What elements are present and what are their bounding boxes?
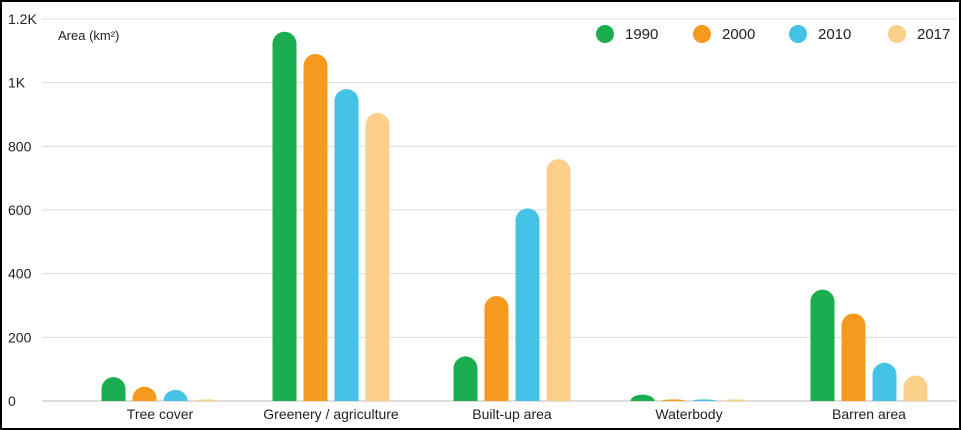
y-axis-title: Area (km²) (58, 28, 119, 43)
x-category-label-1: Greenery / agriculture (263, 406, 399, 422)
bar-3-1990 (630, 394, 655, 401)
legend-label-2010: 2010 (818, 26, 851, 43)
bars (101, 31, 928, 401)
bar-1-1990 (272, 31, 297, 401)
y-tick-label-0: 0 (8, 393, 16, 409)
bar-4-2017 (903, 375, 928, 401)
legend-swatch-2017 (888, 25, 906, 43)
legend-swatch-2000 (693, 25, 711, 43)
y-tick-label-4: 800 (8, 138, 32, 154)
gridlines (42, 18, 957, 402)
bar-2-2017 (546, 159, 571, 401)
bar-0-1990 (101, 377, 126, 401)
y-axis-ticks: 0 200 400 600 800 1K 1.2K (8, 11, 37, 409)
legend-swatch-1990 (596, 25, 614, 43)
y-tick-label-1: 200 (8, 329, 32, 345)
legend-label-2000: 2000 (722, 26, 755, 43)
y-tick-label-5: 1K (8, 75, 26, 91)
bar-3-2010 (692, 399, 717, 401)
bar-0-2017 (194, 399, 219, 401)
x-axis-categories: Tree cover Greenery / agriculture Built-up… (127, 406, 906, 422)
bar-2-2010 (515, 208, 540, 401)
x-category-label-0: Tree cover (127, 406, 194, 422)
legend: 1990 2000 2010 2017 (596, 25, 950, 43)
x-category-label-2: Built-up area (472, 406, 552, 422)
y-tick-label-3: 600 (8, 202, 32, 218)
bar-1-2000 (303, 54, 328, 401)
bar-3-2000 (661, 399, 686, 401)
bar-2-2000 (484, 295, 509, 401)
legend-label-2017: 2017 (917, 26, 950, 43)
y-tick-label-2: 400 (8, 266, 32, 282)
legend-label-1990: 1990 (625, 26, 658, 43)
bar-0-2010 (163, 389, 188, 401)
x-category-label-4: Barren area (832, 406, 906, 422)
y-tick-label-6: 1.2K (8, 11, 37, 27)
bar-2-1990 (453, 356, 478, 401)
bar-4-2000 (841, 313, 866, 401)
x-category-label-3: Waterbody (655, 406, 722, 422)
bar-4-2010 (872, 362, 897, 401)
bar-0-2000 (132, 386, 157, 401)
bar-1-2010 (334, 89, 359, 401)
bar-1-2017 (365, 112, 390, 401)
bar-3-2017 (723, 399, 748, 401)
legend-swatch-2010 (789, 25, 807, 43)
bar-4-1990 (810, 289, 835, 401)
